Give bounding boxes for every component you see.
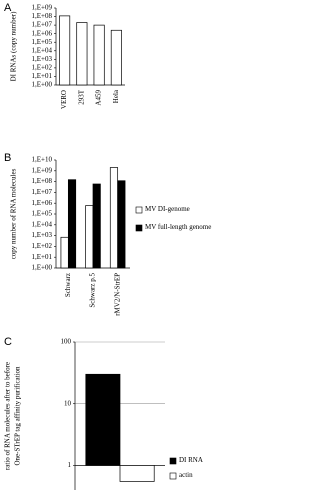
legend-swatch xyxy=(169,472,177,480)
bar xyxy=(119,465,155,482)
bar xyxy=(93,24,105,86)
figure: ADI RNAs (copy number)1,E+001,E+011,E+02… xyxy=(4,2,212,490)
y-tick-label: 1,E+03 xyxy=(32,231,53,239)
bar xyxy=(59,15,71,86)
y-tick-label: 1,E+01 xyxy=(32,72,53,80)
x-tick-label: 293T xyxy=(77,89,85,105)
legend-swatch xyxy=(135,206,143,214)
y-tick-label: 1,E+06 xyxy=(32,199,53,207)
y-axis-label: One-STrEP tag affinity purification xyxy=(14,366,22,466)
y-tick-label: 1,E+02 xyxy=(32,242,53,250)
y-tick-label: 10 xyxy=(64,399,72,407)
bar xyxy=(92,183,101,269)
y-tick-label: 1,E+05 xyxy=(32,38,53,46)
y-tick-label: 1,E+00 xyxy=(32,81,53,89)
y-axis-label: ratio of RNA molecules after to before xyxy=(4,362,12,470)
y-axis-label: DI RNAs (copy number) xyxy=(10,11,18,81)
panel-letter: C xyxy=(4,336,12,348)
x-tick-label: Schwarz p.5 xyxy=(89,273,97,308)
bar xyxy=(109,167,119,269)
panel-letter: B xyxy=(4,152,11,164)
bar xyxy=(110,29,122,86)
x-tick-label: Hela xyxy=(112,89,120,103)
legend-label: MV full-length genome xyxy=(145,223,212,231)
legend-entry: DI RNA xyxy=(179,456,203,464)
x-tick-label: Schwarz xyxy=(64,273,72,297)
legend-label: DI RNA xyxy=(179,456,203,464)
legend-label: actin xyxy=(179,471,193,479)
x-tick-label: VERO xyxy=(60,90,68,109)
y-tick-label: 1 xyxy=(68,461,72,469)
panel-letter: A xyxy=(4,2,12,14)
bar xyxy=(76,22,88,86)
y-tick-label: 1,E+07 xyxy=(32,21,53,29)
legend-swatch xyxy=(135,224,143,232)
y-tick-label: 1,E+06 xyxy=(32,29,53,37)
page: {"chart_data": [ {"type": "bar", "label"… xyxy=(3,1,212,490)
y-tick-label: 1,E+04 xyxy=(32,220,53,228)
bar xyxy=(60,236,69,269)
y-tick-label: 1,E+00 xyxy=(32,264,53,272)
y-tick-label: 1,E+05 xyxy=(32,210,53,218)
bar xyxy=(67,179,77,269)
bar xyxy=(117,180,126,269)
x-tick-label: rMV2/N-StrEP xyxy=(113,273,121,316)
y-tick-label: 1,E+01 xyxy=(32,253,53,261)
y-tick-label: 100 xyxy=(61,338,72,346)
y-tick-label: 1,E+02 xyxy=(32,63,53,71)
y-tick-label: 1,E+07 xyxy=(32,188,53,196)
y-tick-label: 1,E+09 xyxy=(32,166,53,174)
bar xyxy=(85,373,121,466)
legend-entry: MV DI-genome xyxy=(145,205,190,213)
y-tick-label: 1,E+04 xyxy=(32,46,53,54)
y-axis-label: copy number of RNA molecules xyxy=(10,168,18,259)
y-tick-label: 1,E+08 xyxy=(32,12,53,20)
legend-label: MV DI-genome xyxy=(145,205,190,213)
y-tick-label: 1,E+08 xyxy=(32,177,53,185)
y-tick-label: 1,E+10 xyxy=(32,156,53,164)
bar xyxy=(85,205,94,269)
legend-entry: actin xyxy=(179,471,193,479)
legend-entry: MV full-length genome xyxy=(145,223,212,231)
y-tick-label: 1,E+03 xyxy=(32,55,53,63)
legend-swatch xyxy=(169,457,177,465)
y-tick-label: 1,E+09 xyxy=(32,4,53,12)
x-tick-label: A459 xyxy=(95,90,103,106)
